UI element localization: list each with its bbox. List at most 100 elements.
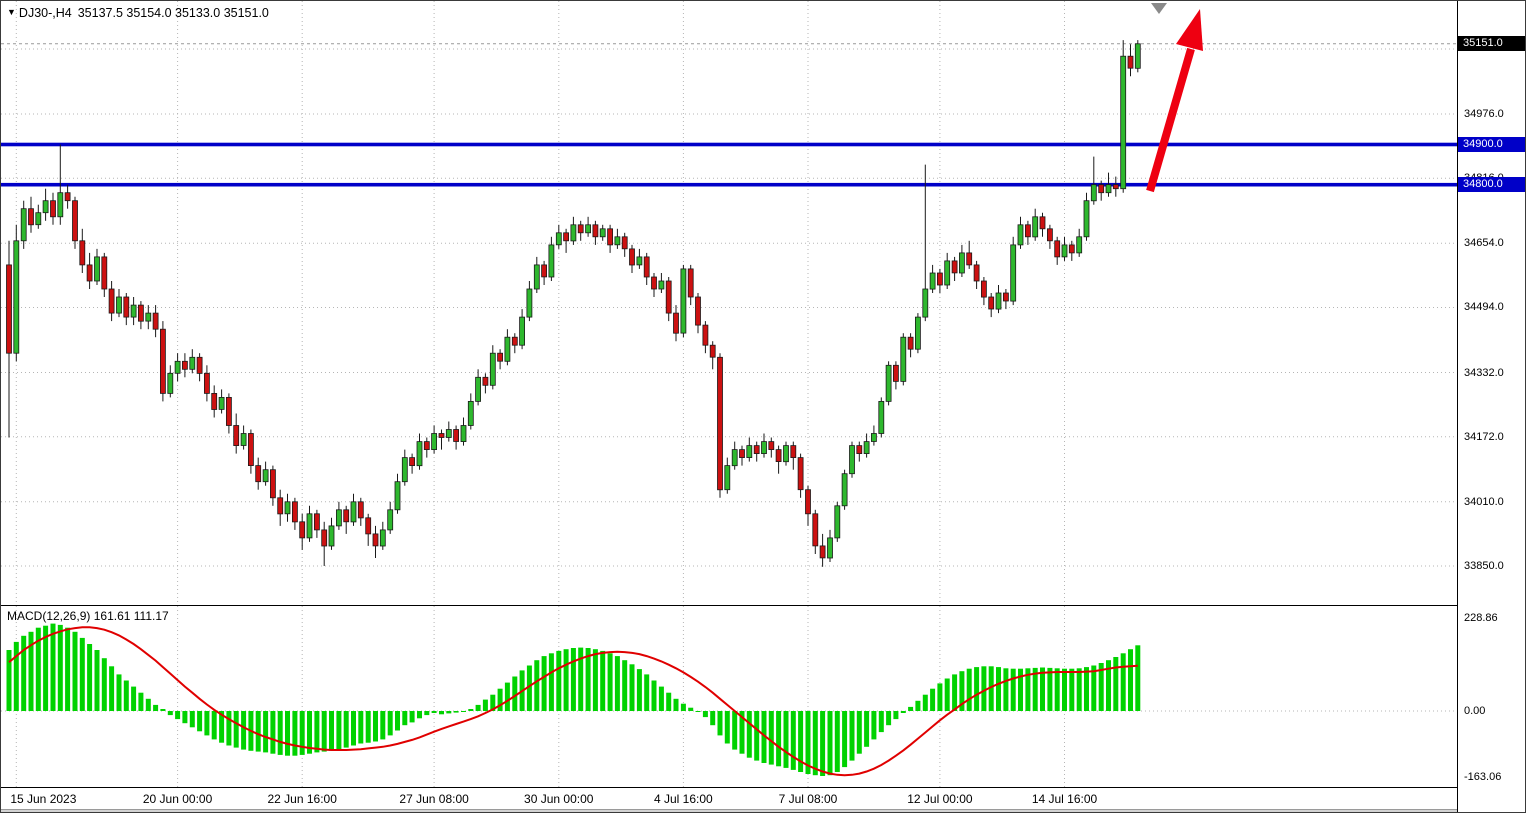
macd-panel[interactable]: MACD(12,26,9) 161.61 111.17 [1, 606, 1457, 788]
candle-up[interactable] [841, 473, 848, 507]
candle-down[interactable] [1047, 228, 1053, 242]
candle-up[interactable] [130, 304, 137, 318]
candle-up[interactable] [394, 481, 401, 511]
candle-down[interactable] [291, 501, 298, 523]
candle-down[interactable] [856, 445, 863, 455]
candle-down[interactable] [709, 344, 716, 358]
candle-down[interactable] [768, 441, 775, 451]
candle-down[interactable] [269, 469, 276, 499]
candle-down[interactable] [775, 449, 782, 463]
candle-up[interactable] [328, 525, 335, 547]
candle-down[interactable] [907, 336, 914, 350]
candle-up[interactable] [35, 212, 42, 226]
candle-down[interactable] [255, 465, 262, 483]
candle-down[interactable] [695, 296, 701, 326]
candle-down[interactable] [797, 457, 804, 491]
candle-down[interactable] [482, 376, 489, 386]
candle-down[interactable] [438, 433, 445, 438]
candle-up[interactable] [915, 316, 921, 350]
candle-up[interactable] [944, 260, 951, 286]
candle-up[interactable] [614, 236, 621, 246]
candle-up[interactable] [849, 445, 855, 475]
bullish-arrow-annotation[interactable] [1146, 9, 1203, 193]
candle-down[interactable] [511, 336, 518, 346]
candle-up[interactable] [731, 449, 738, 467]
candle-up[interactable] [431, 433, 438, 451]
candle-up[interactable] [416, 441, 423, 467]
candle-down[interactable] [196, 356, 203, 374]
candle-up[interactable] [585, 224, 591, 234]
candle-down[interactable] [981, 280, 987, 298]
time-axis[interactable]: 15 Jun 2023 20 Jun 00:00 22 Jun 16:00 27 Ju… [1, 788, 1457, 809]
candle-up[interactable] [885, 364, 892, 402]
candle-down[interactable] [277, 497, 284, 515]
candle-down[interactable] [665, 280, 672, 314]
candle-down[interactable] [299, 521, 306, 539]
candle-up[interactable] [519, 316, 525, 346]
candle-down[interactable] [159, 328, 166, 394]
candle-up[interactable] [57, 192, 64, 218]
candle-up[interactable] [13, 240, 20, 354]
candle-up[interactable] [834, 505, 841, 539]
candle-down[interactable] [247, 433, 254, 466]
candle-down[interactable] [233, 425, 240, 447]
candle-up[interactable] [900, 336, 907, 382]
candle-down[interactable] [739, 449, 745, 459]
candle-down[interactable] [28, 208, 34, 226]
candle-up[interactable] [401, 457, 408, 483]
candle-up[interactable] [827, 537, 833, 559]
candle-up[interactable] [1061, 244, 1068, 258]
candle-up[interactable] [1083, 200, 1090, 238]
candle-down[interactable] [1054, 240, 1061, 258]
candle-down[interactable] [72, 200, 78, 242]
candle-up[interactable] [306, 513, 313, 539]
candle-down[interactable] [973, 264, 980, 282]
price-chart-panel[interactable]: ▼ DJ30-,H4 35137.5 35154.0 35133.0 35151.0 [1, 1, 1457, 605]
candle-up[interactable] [636, 256, 643, 266]
arrow-shaft[interactable] [1146, 47, 1195, 193]
chart-shift-icon[interactable] [1151, 3, 1167, 14]
candle-up[interactable] [387, 509, 394, 531]
candle-down[interactable] [717, 356, 723, 491]
candle-up[interactable] [548, 244, 555, 278]
candle-down[interactable] [1098, 184, 1105, 194]
candle-up[interactable] [995, 292, 1002, 310]
candle-up[interactable] [262, 469, 269, 483]
candle-down[interactable] [805, 489, 811, 515]
candle-down[interactable] [651, 276, 657, 290]
candle-up[interactable] [174, 360, 181, 374]
candle-down[interactable] [592, 224, 599, 238]
candle-up[interactable] [658, 280, 665, 290]
candle-up[interactable] [863, 441, 870, 455]
candle-down[interactable] [687, 268, 694, 298]
candle-down[interactable] [101, 256, 108, 290]
candle-up[interactable] [871, 433, 877, 442]
candle-down[interactable] [50, 200, 56, 218]
candle-up[interactable] [761, 441, 767, 455]
horizontal-scrollbar[interactable] [1, 809, 1525, 812]
candle-up[interactable] [145, 312, 152, 322]
candle-up[interactable] [533, 264, 540, 290]
candle-up[interactable] [878, 400, 885, 434]
candle-up[interactable] [379, 529, 386, 547]
candle-down[interactable] [372, 533, 379, 547]
candle-down[interactable] [365, 517, 372, 535]
candle-down[interactable] [225, 396, 232, 426]
candle-up[interactable] [335, 509, 342, 527]
candle-down[interactable] [673, 312, 679, 334]
candle-down[interactable] [966, 252, 973, 266]
candle-down[interactable] [6, 264, 12, 354]
candle-down[interactable] [343, 509, 350, 523]
horizontal-line-34900[interactable] [1, 142, 1457, 147]
candle-down[interactable] [86, 264, 93, 282]
candle-down[interactable] [453, 429, 460, 442]
candle-up[interactable] [724, 465, 731, 491]
candle-up[interactable] [42, 200, 49, 214]
candle-down[interactable] [702, 324, 709, 346]
candle-down[interactable] [181, 360, 188, 370]
candle-up[interactable] [218, 396, 225, 410]
candle-up[interactable] [1090, 184, 1097, 202]
candle-up[interactable] [284, 501, 291, 515]
candle-up[interactable] [167, 372, 174, 394]
candle-down[interactable] [1039, 216, 1046, 230]
